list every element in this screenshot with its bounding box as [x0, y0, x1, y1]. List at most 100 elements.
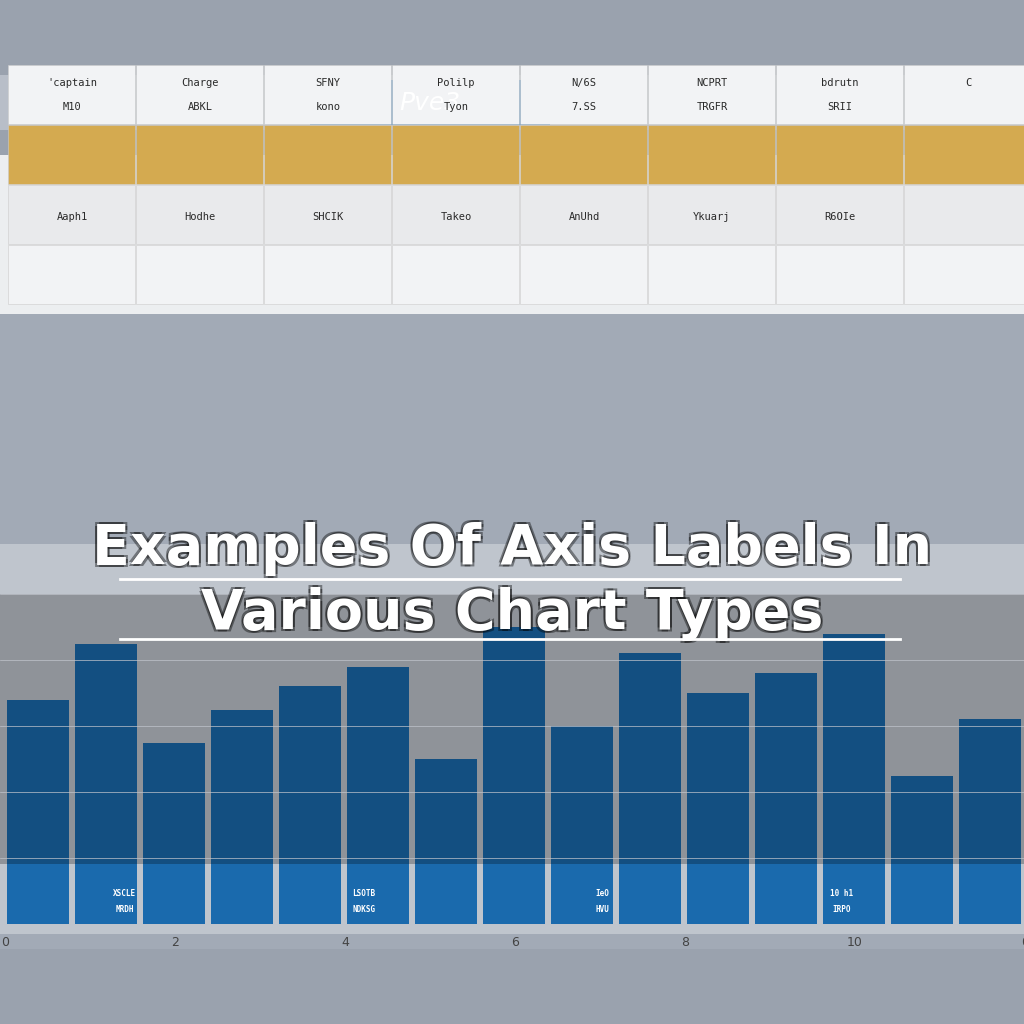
Text: Tyon: Tyon [443, 102, 469, 113]
Bar [392, 185, 519, 244]
Bar [211, 710, 273, 924]
Text: Ykuarj: Ykuarj [693, 212, 731, 222]
Bar [904, 245, 1024, 304]
Bar [8, 245, 135, 304]
Bar [648, 125, 775, 184]
Bar [264, 65, 391, 124]
Text: Various Chart Types: Various Chart Types [201, 587, 823, 641]
Text: kono: kono [315, 102, 341, 113]
Text: 6: 6 [511, 936, 519, 948]
Text: 4: 4 [341, 936, 349, 948]
Bar [904, 65, 1024, 124]
Bar [618, 653, 681, 924]
Text: 0: 0 [1021, 936, 1024, 948]
Bar [648, 245, 775, 304]
Bar [392, 245, 519, 304]
Text: NDKSG: NDKSG [352, 904, 375, 913]
Bar [776, 185, 903, 244]
Bar [347, 667, 409, 924]
Text: M10: M10 [62, 102, 81, 113]
Bar [0, 0, 1024, 75]
Bar [7, 699, 69, 924]
Text: SHCIK: SHCIK [312, 212, 344, 222]
Bar [0, 75, 1024, 130]
Bar [8, 65, 135, 124]
Bar [392, 65, 519, 124]
Bar [392, 125, 519, 184]
Bar [483, 627, 545, 924]
Text: AnUhd: AnUhd [568, 212, 600, 222]
Text: Polilp: Polilp [437, 78, 475, 88]
Bar [520, 65, 647, 124]
Bar [136, 245, 263, 304]
Bar [264, 185, 391, 244]
Bar [959, 720, 1021, 924]
Text: Examples Of Axis Labels In: Examples Of Axis Labels In [92, 522, 932, 575]
Bar [520, 185, 647, 244]
Text: 2: 2 [171, 936, 179, 948]
Text: 'captain: 'captain [47, 78, 97, 88]
Bar [8, 185, 135, 244]
Text: Takeo: Takeo [440, 212, 472, 222]
Text: bdrutn: bdrutn [821, 78, 859, 88]
Text: HVU: HVU [596, 904, 609, 913]
Text: NCPRT: NCPRT [696, 78, 728, 88]
Text: TRGFR: TRGFR [696, 102, 728, 113]
Text: IRPO: IRPO [833, 904, 851, 913]
Text: 8: 8 [681, 936, 689, 948]
Bar [776, 125, 903, 184]
Bar [776, 65, 903, 124]
Bar [143, 742, 205, 924]
Bar [551, 726, 613, 924]
Text: Various Chart Types: Various Chart Types [199, 585, 821, 639]
Text: Pve3: Pve3 [399, 90, 461, 115]
Text: 10: 10 [847, 936, 863, 948]
Text: Aaph1: Aaph1 [56, 212, 88, 222]
Bar [136, 185, 263, 244]
Bar [136, 65, 263, 124]
Text: LSOTB: LSOTB [352, 890, 375, 898]
Text: 0: 0 [1, 936, 9, 948]
Bar [520, 245, 647, 304]
Bar [8, 125, 135, 184]
Bar [75, 643, 137, 924]
Bar [904, 125, 1024, 184]
Bar [0, 544, 1024, 934]
Bar [776, 245, 903, 304]
Text: 7.SS: 7.SS [571, 102, 597, 113]
Text: ABKL: ABKL [187, 102, 213, 113]
Bar [0, 949, 1024, 1024]
Text: Examples Of Axis Labels In: Examples Of Axis Labels In [94, 524, 934, 578]
Bar [415, 759, 477, 924]
Text: R6OIe: R6OIe [824, 212, 856, 222]
Text: SFNY: SFNY [315, 78, 341, 88]
Text: XSCLE: XSCLE [113, 890, 136, 898]
Bar [264, 125, 391, 184]
Text: IeO: IeO [596, 890, 609, 898]
Bar [520, 125, 647, 184]
Text: Charge: Charge [181, 78, 219, 88]
Text: N/6S: N/6S [571, 78, 597, 88]
Text: Hodhe: Hodhe [184, 212, 216, 222]
Bar [891, 775, 953, 924]
Text: Various Chart Types: Various Chart Types [203, 585, 825, 639]
Bar [279, 686, 341, 924]
Text: C: C [965, 78, 971, 88]
Bar [264, 245, 391, 304]
Bar [823, 634, 885, 924]
Bar [136, 125, 263, 184]
Bar [648, 65, 775, 124]
Text: Various Chart Types: Various Chart Types [203, 589, 825, 643]
Text: 10 h1: 10 h1 [830, 890, 853, 898]
Bar [755, 673, 817, 924]
Text: SRII: SRII [827, 102, 853, 113]
Bar [0, 594, 1024, 864]
Bar [648, 185, 775, 244]
Text: Examples Of Axis Labels In: Examples Of Axis Labels In [90, 520, 930, 574]
Text: Examples Of Axis Labels In: Examples Of Axis Labels In [94, 520, 934, 574]
Text: Various Chart Types: Various Chart Types [199, 589, 821, 643]
Text: MRDH: MRDH [116, 904, 134, 913]
Bar [904, 185, 1024, 244]
Bar [0, 155, 1024, 314]
Bar [310, 80, 550, 125]
